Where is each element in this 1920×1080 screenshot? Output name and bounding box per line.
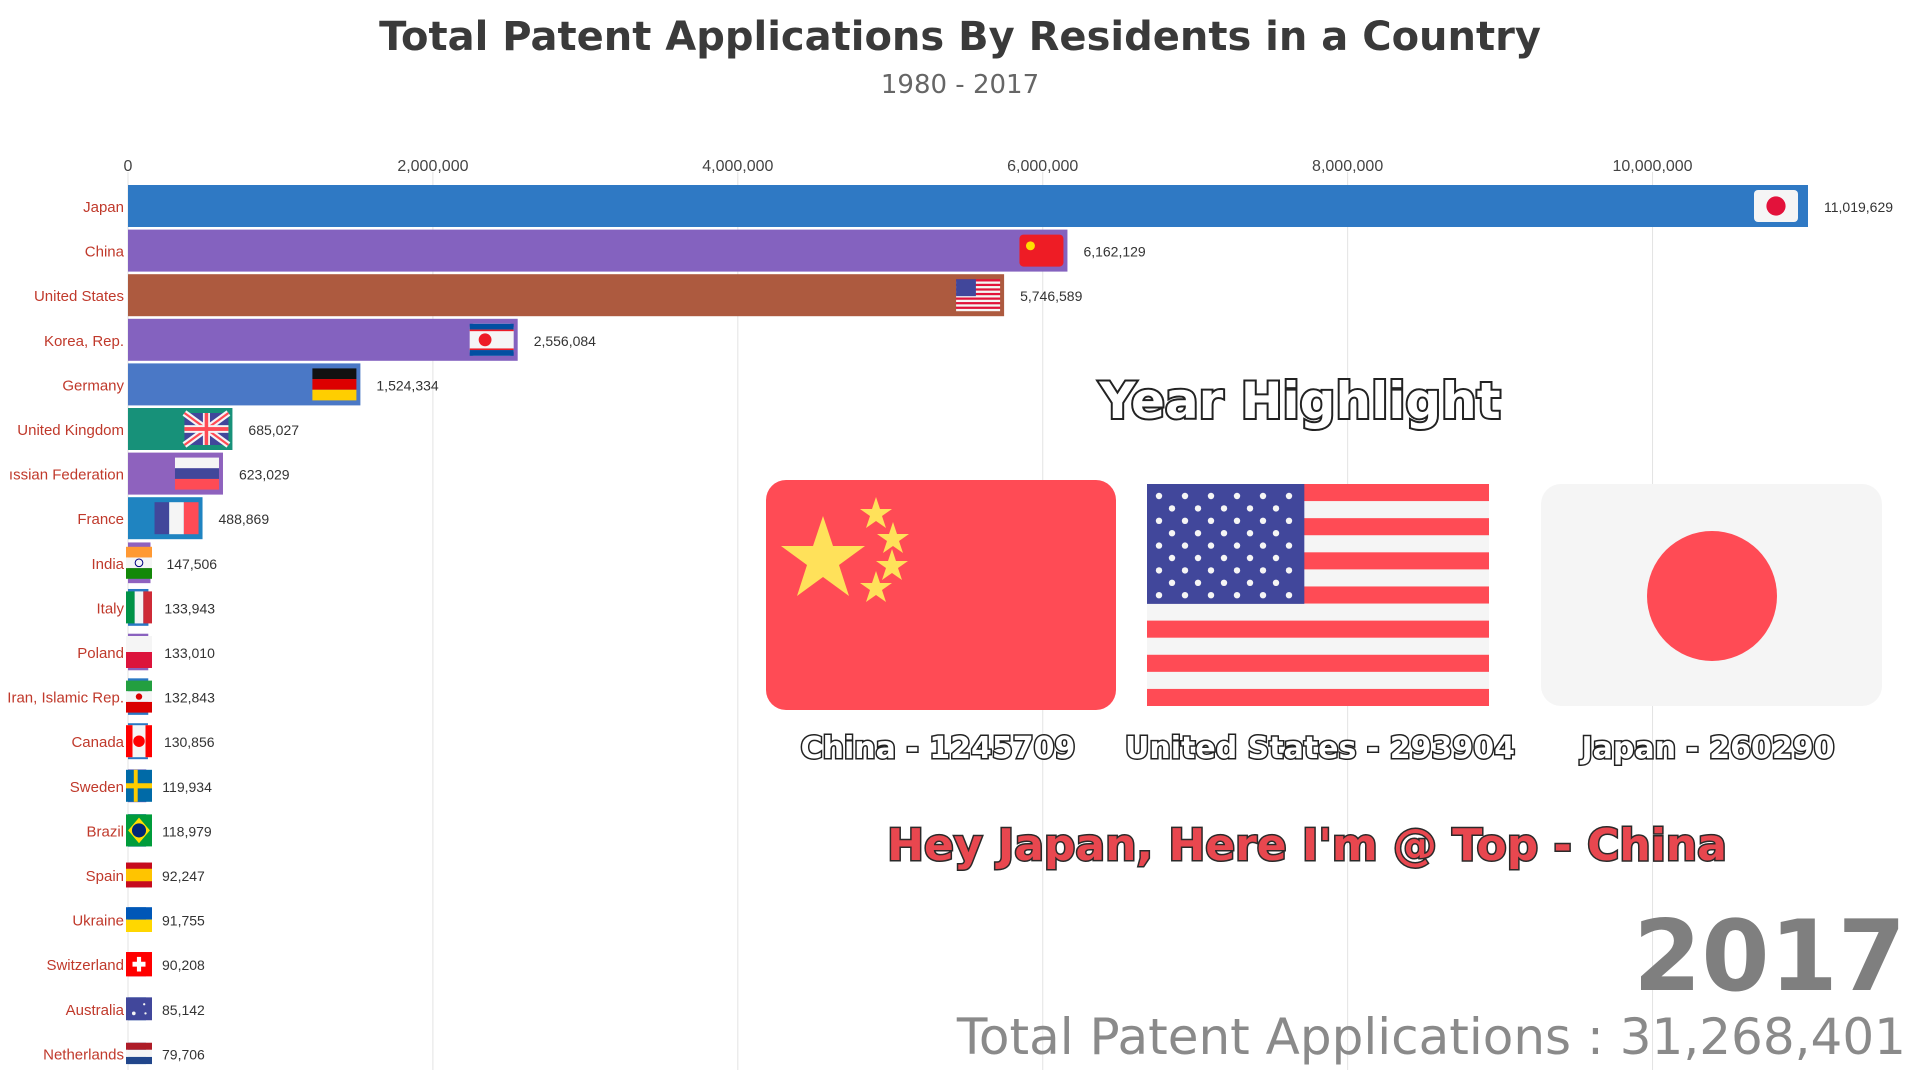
netherlands-flag-icon — [126, 1042, 152, 1065]
category-label: Canada — [71, 734, 124, 751]
category-label: Brazil — [86, 823, 124, 840]
x-tick-label: 2,000,000 — [397, 158, 468, 175]
germany-flag-icon — [312, 368, 357, 401]
highlight-label-japan: Japan - 260290 — [1579, 731, 1834, 766]
korea-flag-icon — [469, 323, 514, 356]
x-tick-label: 10,000,000 — [1613, 158, 1693, 175]
x-tick-label: 8,000,000 — [1312, 158, 1383, 175]
year-highlight-panel: Year Highlight China - 1245709 United St… — [766, 370, 1882, 873]
year-label: 2017 — [1633, 900, 1906, 1014]
category-label: Switzerland — [46, 957, 124, 974]
italy-flag-icon — [126, 591, 152, 624]
japan-flag-icon — [1754, 190, 1798, 222]
switzerland-flag-icon — [126, 952, 152, 977]
category-label: Iran, Islamic Rep. — [7, 690, 124, 707]
ukraine-flag-icon — [126, 907, 152, 932]
category-label: Japan — [83, 199, 124, 216]
x-tick-label: 4,000,000 — [702, 158, 773, 175]
china-flag-icon — [766, 480, 1116, 710]
value-label: 130,856 — [164, 734, 215, 750]
value-label: 119,934 — [162, 779, 212, 795]
value-label: 2,556,084 — [534, 333, 596, 349]
value-label: 91,755 — [162, 913, 205, 929]
x-tick-label: 6,000,000 — [1007, 158, 1078, 175]
value-label: 11,019,629 — [1824, 199, 1893, 215]
highlight-label-china: China - 1245709 — [801, 731, 1076, 766]
bars — [126, 185, 1808, 1065]
spain-flag-icon — [126, 862, 152, 888]
value-label: 79,706 — [162, 1046, 205, 1062]
x-axis: 0 2,000,000 4,000,000 6,000,000 8,000,000 10,… — [124, 158, 1693, 175]
brazil-flag-icon — [126, 814, 152, 847]
japan-flag-icon — [1541, 484, 1882, 706]
category-labels: Japan China United States Korea, Rep. German… — [7, 199, 124, 1063]
category-label: Ukraine — [72, 913, 124, 930]
russia-flag-icon — [174, 457, 219, 490]
france-flag-icon — [154, 502, 199, 535]
value-label: 6,162,129 — [1083, 244, 1145, 260]
category-label: India — [91, 556, 124, 573]
value-label: 85,142 — [162, 1002, 205, 1018]
bar-japan — [128, 185, 1808, 227]
value-label: 488,869 — [219, 511, 270, 527]
sweden-flag-icon — [126, 769, 152, 802]
value-label: 623,029 — [239, 467, 290, 483]
australia-flag-icon — [126, 997, 152, 1021]
value-label: 685,027 — [248, 422, 299, 438]
chart-title: Total Patent Applications By Residents i… — [379, 14, 1541, 60]
value-label: 133,010 — [164, 645, 215, 661]
highlight-title: Year Highlight — [1098, 372, 1500, 430]
category-label: China — [85, 244, 125, 261]
bar-korea-rep- — [128, 318, 518, 361]
canada-flag-icon — [126, 725, 152, 758]
chart-subtitle: 1980 - 2017 — [881, 70, 1039, 100]
category-label: Spain — [86, 868, 124, 885]
iran-flag-icon — [126, 680, 152, 713]
value-label: 92,247 — [162, 868, 205, 884]
bar-united-states — [128, 274, 1005, 317]
category-label: Italy — [96, 600, 124, 617]
india-flag-icon — [126, 546, 152, 579]
value-label: 132,843 — [164, 690, 215, 706]
value-label: 5,746,589 — [1020, 288, 1082, 304]
value-label: 90,208 — [162, 957, 205, 973]
category-label: France — [77, 511, 124, 528]
value-labels: 11,019,629 6,162,129 5,746,589 2,556,084 1,5… — [162, 199, 1893, 1062]
usa-flag-icon — [1147, 484, 1489, 706]
poland-flag-icon — [126, 636, 152, 668]
value-label: 147,506 — [166, 556, 217, 572]
category-label: Australia — [66, 1002, 125, 1019]
uk-flag-icon — [182, 410, 231, 448]
usa-flag-icon — [956, 279, 1001, 312]
category-label: Netherlands — [43, 1046, 124, 1063]
category-label: ıssian Federation — [9, 467, 124, 484]
value-label: 133,943 — [164, 600, 215, 616]
value-label: 118,979 — [162, 823, 212, 839]
highlight-label-usa: United States - 293904 — [1125, 731, 1515, 766]
highlight-quote: Hey Japan, Here I'm @ Top - China — [887, 820, 1727, 871]
category-label: United States — [34, 288, 124, 305]
category-label: Germany — [62, 377, 124, 394]
category-label: Sweden — [70, 779, 124, 796]
bar-china — [128, 229, 1068, 272]
china-flag-icon — [1019, 234, 1064, 267]
category-label: United Kingdom — [17, 422, 124, 439]
x-tick-label: 0 — [124, 158, 133, 175]
value-label: 1,524,334 — [376, 377, 438, 393]
category-label: Korea, Rep. — [44, 333, 124, 350]
total-applications-label: Total Patent Applications : 31,268,401 — [956, 1008, 1906, 1066]
category-label: Poland — [77, 645, 124, 662]
